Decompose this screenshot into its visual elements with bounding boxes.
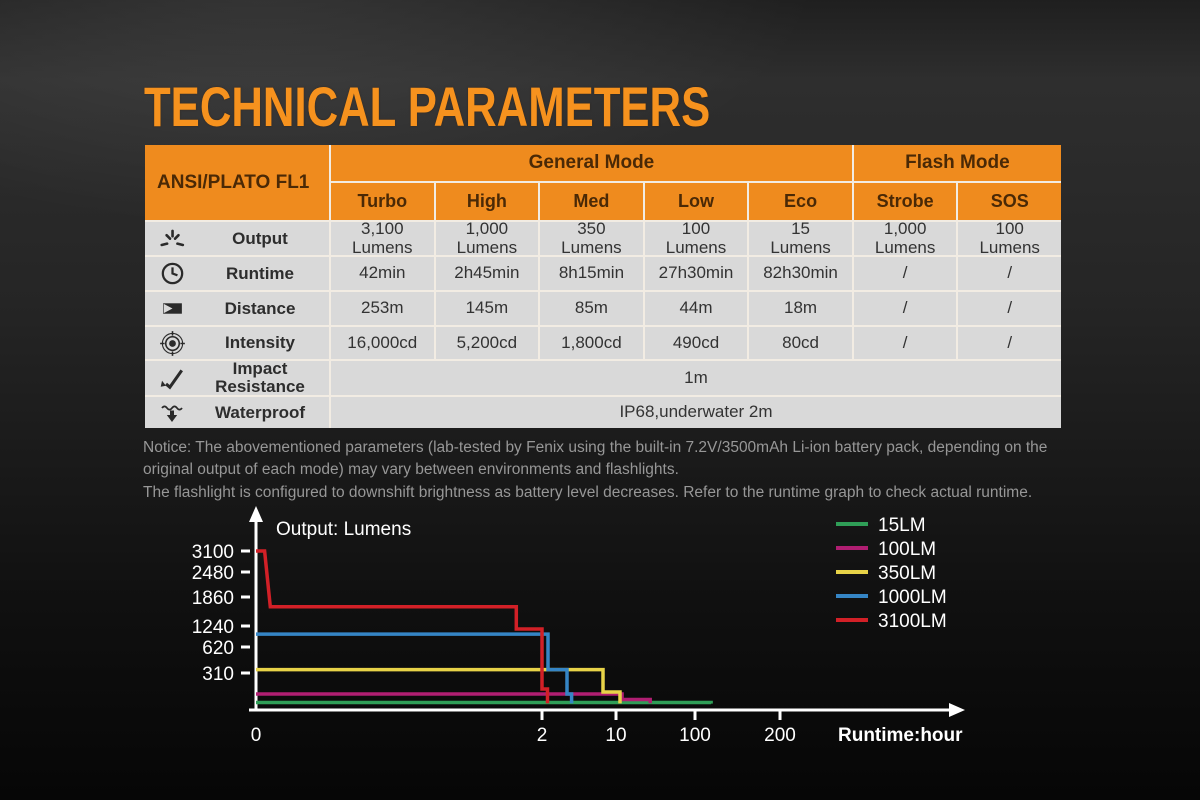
table-cell: 350 Lumens [540, 219, 643, 256]
row-label-impact: Impact Resistance [145, 359, 329, 396]
table-cell: 1,800cd [540, 327, 643, 359]
table-cell: 1,000 Lumens [435, 219, 539, 256]
y-tick-label: 310 [202, 664, 234, 685]
row-label-runtime: Runtime [145, 257, 329, 290]
table-span-value: IP68,underwater 2m [331, 397, 1061, 428]
legend-label-15LM: 15LM [878, 515, 926, 536]
mode-group-header: Flash Mode [853, 145, 1061, 181]
col-header-strobe: Strobe [853, 183, 957, 220]
series-3100LM [256, 549, 550, 704]
y-tick-label: 1860 [192, 588, 234, 609]
table-cell: / [853, 327, 957, 359]
table-cell: / [958, 257, 1061, 290]
x-axis-arrow [949, 703, 965, 717]
table-cell: 100 Lumens [958, 219, 1061, 256]
row-label-text: Impact Resistance [215, 359, 305, 396]
row-label-text: Distance [224, 298, 296, 318]
legend-label-350LM: 350LM [878, 563, 936, 584]
impact-icon [149, 365, 195, 391]
legend-label-3100LM: 3100LM [878, 611, 947, 632]
table-cell: 100 Lumens [644, 219, 748, 256]
page-title: TECHNICAL PARAMETERS [144, 75, 711, 138]
table-span-value: 1m [331, 361, 1061, 395]
x-tick-label: 200 [764, 725, 796, 746]
y-tick-label: 620 [202, 638, 234, 659]
col-header-turbo: Turbo [331, 183, 434, 220]
table-cell: 85m [540, 292, 643, 325]
table-cell: 16,000cd [331, 327, 434, 359]
x-tick-label: 10 [605, 725, 626, 746]
runtime-icon [149, 260, 195, 287]
table-cell: / [958, 327, 1061, 359]
row-label-output: Output [145, 222, 329, 255]
col-header-sos: SOS [958, 183, 1061, 220]
y-tick-label: 1240 [192, 617, 234, 638]
table-cell: 8h15min [540, 257, 643, 290]
series-100LM [256, 692, 652, 704]
waterproof-icon [149, 401, 195, 425]
output-icon [149, 226, 195, 252]
table-cell: 44m [644, 292, 748, 325]
row-label-waterproof: Waterproof [145, 397, 329, 428]
distance-icon [149, 296, 195, 321]
spec-table: ANSI/PLATO FL1 General Mode Flash Mode Turb… [145, 145, 1061, 428]
series-1000LM [256, 632, 574, 704]
legend-label-100LM: 100LM [878, 539, 936, 560]
table-cell: 42min [331, 257, 434, 290]
table-cell: 27h30min [644, 257, 748, 290]
table-cell: / [958, 292, 1061, 325]
table-cell: / [853, 292, 957, 325]
row-label-text: Waterproof [214, 402, 306, 422]
table-cell: / [853, 257, 957, 290]
col-header-high: High [435, 183, 539, 220]
table-cell: 253m [331, 292, 434, 325]
table-cell: 80cd [749, 327, 852, 359]
chart-title: Output: Lumens [276, 519, 411, 540]
y-tick-label: 3100 [192, 542, 234, 563]
col-header-med: Med [540, 183, 643, 220]
mode-group-header: General Mode [331, 145, 852, 181]
intensity-icon [149, 330, 195, 357]
table-cell: 18m [749, 292, 852, 325]
x-axis-title: Runtime:hour [838, 725, 963, 746]
row-label-text: Output [232, 228, 288, 248]
legend-label-1000LM: 1000LM [878, 587, 947, 608]
table-cell: 490cd [644, 327, 748, 359]
y-tick-label: 2480 [192, 563, 234, 584]
table-cell: 1,000 Lumens [853, 219, 957, 256]
x-tick-label: 2 [537, 725, 548, 746]
row-label-text: Runtime [226, 263, 294, 283]
table-cell: 145m [435, 292, 539, 325]
row-label-intensity: Intensity [145, 327, 329, 359]
table-cell: 3,100 Lumens [331, 219, 434, 256]
table-cell: 82h30min [749, 257, 852, 290]
table-cell: 2h45min [435, 257, 539, 290]
table-cell: 15 Lumens [749, 219, 852, 256]
x-tick-label: 100 [679, 725, 711, 746]
notice-paragraph-2: The flashlight is configured to downshif… [143, 483, 1033, 501]
x-tick-label: 0 [251, 725, 262, 746]
series-350LM [256, 667, 622, 704]
col-header-eco: Eco [749, 183, 852, 220]
row-label-distance: Distance [145, 292, 329, 325]
col-header-low: Low [644, 183, 748, 220]
table-cell: 5,200cd [435, 327, 539, 359]
table-corner-label: ANSI/PLATO FL1 [145, 145, 329, 220]
series-15LM [256, 700, 713, 705]
y-axis-arrow [249, 506, 263, 522]
notice-paragraph-1: Notice: The abovementioned parameters (l… [143, 439, 1048, 479]
notice-text: Notice: The abovementioned parameters (l… [143, 437, 1077, 504]
row-label-text: Intensity [225, 333, 295, 353]
